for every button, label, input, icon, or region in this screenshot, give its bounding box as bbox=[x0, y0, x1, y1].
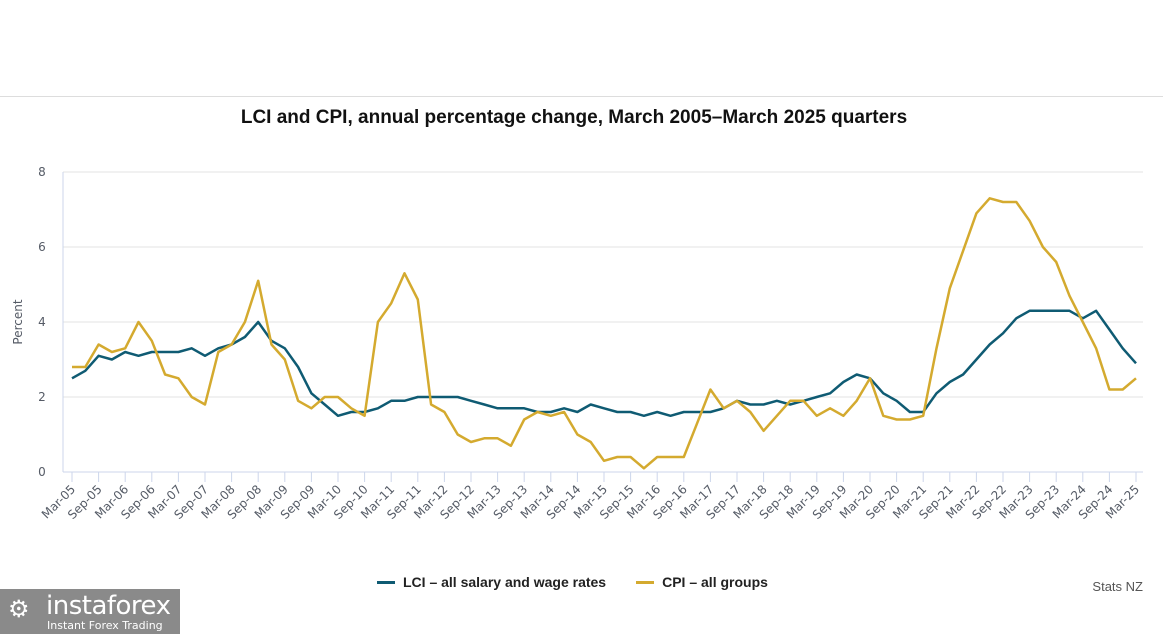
y-axis-label: Percent bbox=[11, 299, 25, 344]
header-divider bbox=[0, 96, 1163, 97]
chart-title: LCI and CPI, annual percentage change, M… bbox=[240, 107, 908, 128]
legend-label-lci: LCI – all salary and wage rates bbox=[403, 574, 607, 590]
watermark: ⚙ instaforex Instant Forex Trading bbox=[0, 589, 180, 634]
watermark-name: instaforex bbox=[46, 591, 171, 621]
gridlines bbox=[63, 171, 1143, 398]
legend-label-cpi: CPI – all groups bbox=[662, 574, 768, 590]
y-tick-label: 6 bbox=[38, 240, 46, 254]
axes: 02468Mar-05Sep-05Mar-06Sep-06Mar-07Sep-0… bbox=[38, 165, 1143, 522]
y-tick-label: 0 bbox=[38, 465, 46, 479]
legend: LCI – all salary and wage rates CPI – al… bbox=[377, 574, 768, 590]
watermark-tagline: Instant Forex Trading bbox=[47, 619, 163, 632]
source-credit: Stats NZ bbox=[1092, 579, 1143, 594]
gear-logo-icon: ⚙ bbox=[8, 596, 30, 623]
y-tick-label: 4 bbox=[38, 315, 46, 329]
legend-item-lci[interactable]: LCI – all salary and wage rates bbox=[377, 574, 606, 590]
y-tick-label: 2 bbox=[38, 390, 46, 404]
legend-item-cpi[interactable]: CPI – all groups bbox=[636, 574, 768, 590]
series-line-lci[interactable] bbox=[71, 309, 1137, 418]
series-lines bbox=[71, 197, 1137, 470]
legend-swatch-cpi bbox=[636, 580, 655, 584]
series-line-cpi[interactable] bbox=[72, 197, 1137, 470]
y-tick-label: 8 bbox=[38, 165, 46, 179]
legend-swatch-lci bbox=[377, 580, 395, 584]
